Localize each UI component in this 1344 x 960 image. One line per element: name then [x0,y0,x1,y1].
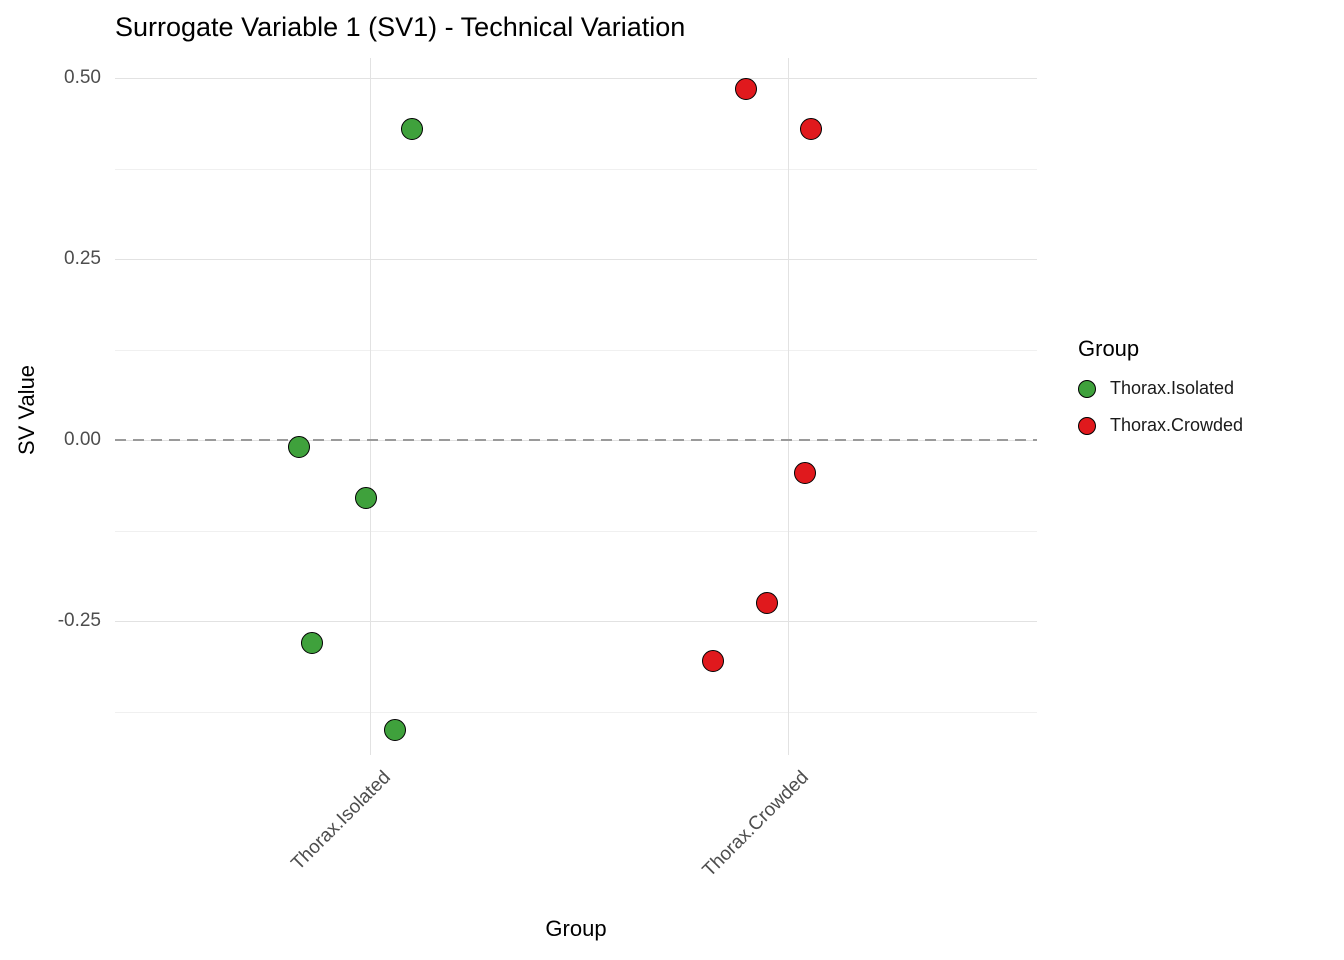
legend-item-label: Thorax.Isolated [1110,378,1235,398]
plot-panel [115,58,1037,755]
chart-title: Surrogate Variable 1 (SV1) - Technical V… [115,12,686,42]
legend-item-label: Thorax.Crowded [1110,415,1244,435]
x-axis-title: Group [545,916,607,941]
legend-item: Thorax.Crowded [1078,415,1243,436]
zero-reference-line [115,439,1037,442]
legend-title: Group [1078,336,1140,361]
gridline-major [788,58,790,755]
y-tick-label: -0.25 [57,610,101,632]
data-point [384,718,407,741]
gridline-major [370,58,372,755]
gridline-major [115,259,1037,261]
gridline-major [115,621,1037,623]
gridline-minor [115,168,1037,170]
data-point [793,461,816,484]
x-tick-label: Thorax.Isolated [287,767,396,875]
y-tick-label: 0.00 [64,429,101,451]
legend: Group Thorax.Isolated Thorax.Crowded [1078,336,1243,452]
data-point [756,592,779,614]
data-point [288,436,311,459]
legend-item: Thorax.Isolated [1078,378,1243,399]
data-point [355,487,378,510]
y-tick-label: 0.50 [64,67,101,89]
gridline-minor [115,349,1037,351]
data-point [701,649,724,672]
y-tick-label: 0.25 [64,248,101,270]
legend-marker-green-circle-icon [1078,379,1096,398]
gridline-minor [115,711,1037,713]
data-point [401,117,424,140]
gridline-minor [115,530,1037,532]
data-point [300,631,323,654]
data-point [735,78,758,101]
gridline-major [115,78,1037,80]
legend-marker-red-circle-icon [1078,416,1096,435]
data-point [800,117,823,140]
x-tick-label: Thorax.Crowded [698,767,813,882]
